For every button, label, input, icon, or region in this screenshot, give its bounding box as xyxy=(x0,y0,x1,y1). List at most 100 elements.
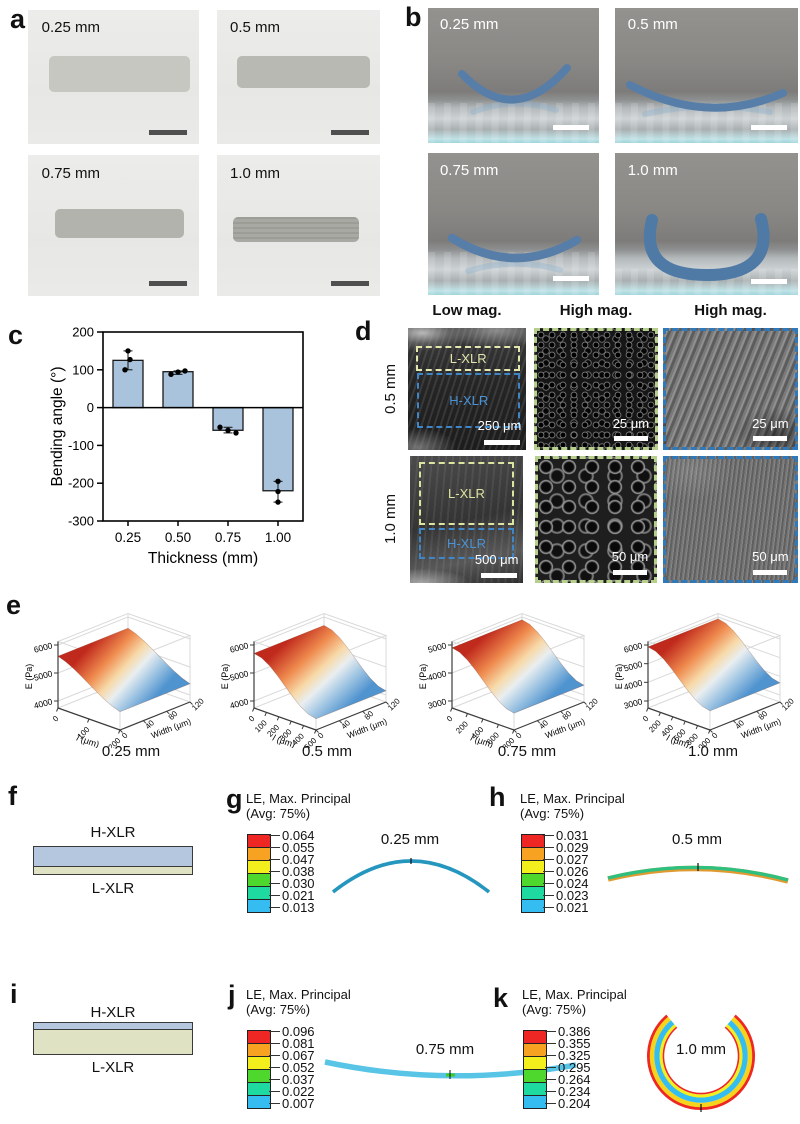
fea-caption-g: 0.25 mm xyxy=(380,831,440,848)
scale-bar xyxy=(751,124,788,130)
thickness-label: 1.0 mm xyxy=(230,164,281,182)
sample-strip xyxy=(48,55,191,92)
hxlr-layer xyxy=(33,846,193,867)
legend-subtitle: (Avg: 75%) xyxy=(246,805,311,821)
svg-text:4000: 4000 xyxy=(229,696,250,711)
sem-high-mag-dense-10mm: 50 μm xyxy=(663,456,798,583)
svg-text:0: 0 xyxy=(641,714,651,724)
row-label-10mm: 1.0 mm xyxy=(382,494,399,545)
scale-bar xyxy=(484,440,521,446)
scale-bar xyxy=(481,572,518,578)
svg-text:0.75: 0.75 xyxy=(215,530,241,545)
lxlr-label: L-XLR xyxy=(448,485,485,501)
svg-text:0: 0 xyxy=(514,731,524,741)
hxlr-layer-label: H-XLR xyxy=(90,1004,136,1021)
svg-text:200: 200 xyxy=(72,325,94,340)
legend-value: 0.030 xyxy=(269,876,315,891)
fea-caption-j: 0.75 mm xyxy=(415,1041,475,1058)
panel-letter-d: d xyxy=(355,316,372,346)
svg-text:5000: 5000 xyxy=(229,668,250,683)
legend-value: 0.023 xyxy=(543,888,589,903)
photo-bent-05mm: 0.5 mm xyxy=(615,8,798,143)
micrograph-10mm: 1.0 mm xyxy=(217,155,380,296)
panel-letter-e: e xyxy=(6,590,22,620)
column-header-high-mag-1: High mag. xyxy=(559,302,633,319)
surface-caption-2: 0.5 mm xyxy=(301,743,352,760)
sem-low-mag-05mm: L-XLR H-XLR 250 μm xyxy=(408,328,526,450)
thickness-label: 0.25 mm xyxy=(439,16,499,34)
legend-value: 0.355 xyxy=(545,1036,591,1051)
svg-text:0: 0 xyxy=(87,400,94,415)
thickness-label: 0.25 mm xyxy=(41,19,101,37)
svg-text:Thickness (mm): Thickness (mm) xyxy=(148,550,258,567)
scale-bar-label: 50 μm xyxy=(611,549,649,565)
legend-title: LE, Max. Principal xyxy=(522,987,627,1002)
svg-text:3000: 3000 xyxy=(427,696,448,711)
svg-text:6000: 6000 xyxy=(229,640,250,655)
svg-text:-100: -100 xyxy=(68,438,94,453)
thickness-label: 0.5 mm xyxy=(230,19,281,37)
scale-bar-label: 25 μm xyxy=(752,415,789,431)
thickness-label: 0.75 mm xyxy=(41,164,101,182)
lxlr-layer xyxy=(33,865,193,875)
panel-letter-j: j xyxy=(228,980,236,1010)
svg-text:120: 120 xyxy=(584,696,600,712)
legend-color-scale xyxy=(523,1030,547,1109)
svg-text:6000: 6000 xyxy=(623,640,644,655)
scale-bar-label: 500 μm xyxy=(474,551,519,567)
panel-letter-i: i xyxy=(10,979,18,1009)
sample-strip xyxy=(233,217,359,243)
legend-value: 0.067 xyxy=(269,1048,315,1063)
scale-bar xyxy=(753,570,788,576)
svg-text:0: 0 xyxy=(316,731,326,741)
column-header-low-mag: Low mag. xyxy=(432,302,502,319)
surface-caption-1: 0.25 mm xyxy=(101,743,161,760)
scale-bar xyxy=(751,278,788,284)
svg-text:E (Pa): E (Pa) xyxy=(24,664,34,690)
scale-bar xyxy=(330,281,369,287)
svg-text:4000: 4000 xyxy=(427,668,448,683)
svg-text:0: 0 xyxy=(51,714,61,724)
fea-legend-h: LE, Max. Principal (Avg: 75%) 0.031 0.02… xyxy=(520,791,650,928)
legend-value: 0.026 xyxy=(543,864,589,879)
bent-sample-arc xyxy=(447,233,582,274)
lxlr-layer-label: L-XLR xyxy=(91,1059,135,1076)
svg-text:120: 120 xyxy=(190,696,206,712)
svg-text:0: 0 xyxy=(710,731,720,741)
column-header-high-mag-2: High mag. xyxy=(694,302,767,319)
scale-bar xyxy=(149,281,188,287)
svg-text:0: 0 xyxy=(247,714,257,724)
fea-legend-k: LE, Max. Principal (Avg: 75%) 0.386 0.35… xyxy=(522,987,652,1124)
legend-color-scale xyxy=(247,834,271,913)
panel-letter-a: a xyxy=(10,4,26,34)
scale-bar xyxy=(149,129,188,135)
scale-bar-label: 250 μm xyxy=(477,417,522,433)
legend-subtitle: (Avg: 75%) xyxy=(522,1001,587,1017)
svg-text:5000: 5000 xyxy=(33,668,54,683)
legend-value: 0.029 xyxy=(543,840,589,855)
thickness-label: 0.5 mm xyxy=(627,16,678,34)
lxlr-layer xyxy=(33,1028,193,1055)
surface-caption-4: 1.0 mm xyxy=(687,743,738,760)
hxlr-region-box: H-XLR xyxy=(419,528,514,559)
panel-letter-c: c xyxy=(8,320,24,350)
svg-text:Bending angle (°): Bending angle (°) xyxy=(49,367,66,487)
panel-letter-g: g xyxy=(226,784,243,814)
svg-text:3000: 3000 xyxy=(623,696,644,711)
lxlr-label: L-XLR xyxy=(449,350,487,366)
legend-value: 0.052 xyxy=(269,1060,315,1075)
legend-value: 0.081 xyxy=(269,1036,315,1051)
thickness-label: 0.75 mm xyxy=(439,161,499,179)
micrograph-075mm: 0.75 mm xyxy=(28,155,199,296)
sample-strip xyxy=(236,55,371,88)
legend-color-scale xyxy=(247,1030,271,1109)
fea-deformed-shape-g xyxy=(331,858,491,894)
hxlr-label: H-XLR xyxy=(446,536,486,552)
legend-value: 0.037 xyxy=(269,1072,315,1087)
glass-slide xyxy=(428,102,599,143)
sem-low-mag-10mm: L-XLR H-XLR 500 μm xyxy=(410,456,523,583)
scale-bar xyxy=(330,129,369,135)
legend-value: 0.027 xyxy=(543,852,589,867)
